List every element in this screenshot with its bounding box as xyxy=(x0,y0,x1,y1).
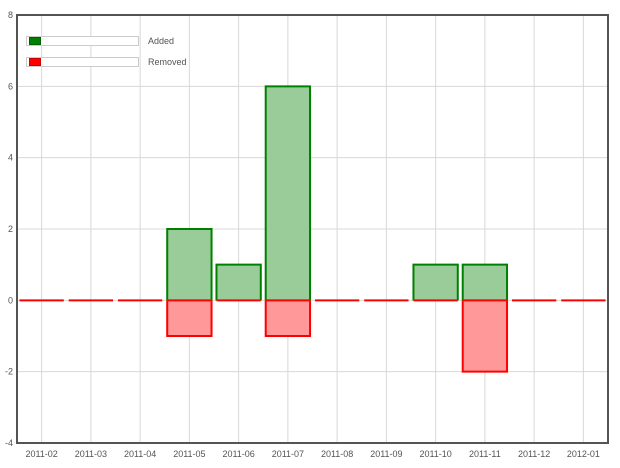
legend-item-removed: Removed xyxy=(26,52,187,72)
bar-added-2011-05-outline xyxy=(166,228,213,301)
bar-removed-2011-07-outline xyxy=(264,300,312,337)
legend-swatch-frame xyxy=(26,57,139,67)
legend-label-added: Added xyxy=(148,36,175,46)
x-tick-label: 2011-02 xyxy=(25,449,57,459)
y-tick-label: 0 xyxy=(8,295,13,305)
x-tick-label: 2011-10 xyxy=(419,449,451,459)
x-axis-ticks: 2011-02 2011-03 2011-04 2011-05 2011-06 2011-… xyxy=(25,449,599,459)
x-tick-label: 2012-01 xyxy=(567,449,600,459)
x-tick-label: 2011-03 xyxy=(75,449,107,459)
bar-added-2011-07 xyxy=(265,86,311,301)
y-tick-label: 4 xyxy=(8,153,13,163)
legend-swatch-added xyxy=(29,37,41,45)
bar-added-2011-10-outline xyxy=(412,263,459,301)
plot-frame xyxy=(16,14,609,444)
bar-added-2011-06-outline xyxy=(215,263,262,301)
y-axis-ticks: -4 -2 0 2 4 6 8 xyxy=(5,10,13,448)
bar-added-2011-10 xyxy=(413,264,458,301)
grid xyxy=(17,14,608,444)
x-tick-label: 2011-12 xyxy=(518,449,550,459)
x-tick-label: 2011-04 xyxy=(124,449,156,459)
x-tick-label: 2011-06 xyxy=(222,449,254,459)
y-tick-label: 2 xyxy=(8,224,13,234)
bar-added-2011-05 xyxy=(167,229,212,301)
y-tick-label: -2 xyxy=(5,367,13,377)
x-tick-label: 2011-09 xyxy=(370,449,402,459)
legend-item-added: Added xyxy=(26,31,187,51)
bar-added-2011-06 xyxy=(216,264,261,301)
x-tick-label: 2011-11 xyxy=(469,449,501,459)
bar-removed-2011-05 xyxy=(167,300,212,336)
bar-removed-2011-11-outline xyxy=(461,300,509,373)
bar-removed-2011-05-outline xyxy=(166,300,213,337)
x-tick-label: 2011-07 xyxy=(272,449,304,459)
bar-removed-2011-07 xyxy=(265,300,311,336)
x-tick-label: 2011-05 xyxy=(173,449,205,459)
bar-added-2011-11 xyxy=(462,264,508,301)
x-tick-label: 2011-08 xyxy=(321,449,353,459)
bar-removed-2011-11 xyxy=(462,300,508,372)
y-tick-label: -4 xyxy=(5,438,13,448)
bar-added-2011-11-outline xyxy=(461,263,509,301)
y-tick-label: 8 xyxy=(8,10,13,20)
legend: Added Removed xyxy=(26,31,187,73)
legend-label-removed: Removed xyxy=(148,57,187,67)
legend-swatch-frame xyxy=(26,36,139,46)
bar-added-2011-07-outline xyxy=(264,85,312,301)
legend-swatch-removed xyxy=(29,58,41,66)
y-tick-label: 6 xyxy=(8,81,13,91)
bars xyxy=(19,85,606,373)
